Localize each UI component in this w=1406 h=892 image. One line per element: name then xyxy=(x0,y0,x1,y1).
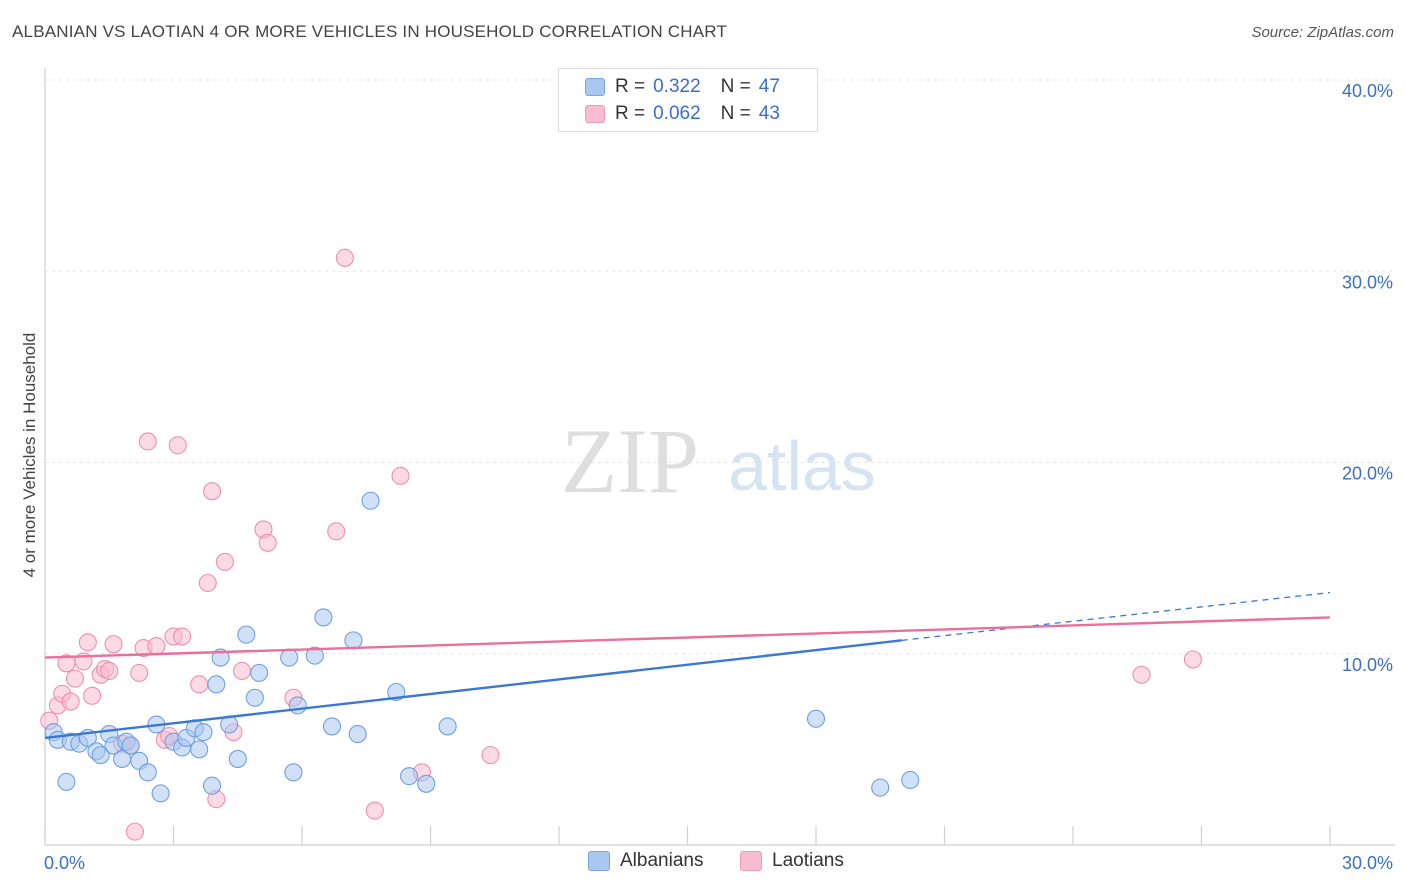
laotians-trend-line xyxy=(44,616,1331,659)
laotians-point xyxy=(78,633,97,652)
laotians-point xyxy=(391,466,410,485)
albanians-point xyxy=(305,646,324,665)
watermark: ZIP atlas xyxy=(561,410,876,512)
legend-row-laotians: R = 0.062 N = 43 xyxy=(585,101,780,127)
legend-swatch-laotians xyxy=(585,105,605,123)
laotians-point xyxy=(173,627,192,646)
albanians-trend-line xyxy=(44,639,902,740)
laotians-point xyxy=(203,482,222,501)
albanians-point xyxy=(121,736,140,755)
laotians-point xyxy=(481,746,500,765)
legend-r-value: 0.322 xyxy=(653,76,701,97)
laotians-point xyxy=(232,661,252,681)
albanians-point xyxy=(348,725,367,744)
legend-n-value: 43 xyxy=(758,103,780,124)
legend-n-label: N = xyxy=(720,76,751,97)
laotians-point xyxy=(61,692,80,711)
albanians-point xyxy=(344,631,363,650)
legend-swatch-albanians xyxy=(585,78,605,96)
legend-row-albanians: R = 0.322 N = 47 xyxy=(585,74,780,100)
laotians-point xyxy=(168,436,187,455)
legend-n-label: N = xyxy=(720,103,751,124)
albanians-point xyxy=(245,688,264,707)
axes xyxy=(44,68,1395,846)
source-label: Source: ZipAtlas.com xyxy=(1251,24,1394,41)
y-tick-label: 30.0% xyxy=(1342,272,1393,292)
albanians-point xyxy=(91,746,110,765)
x-tick-label: 30.0% xyxy=(1342,853,1393,873)
albanians-point xyxy=(400,767,419,786)
bottom-legend-swatch-laotians xyxy=(740,851,762,871)
x-tick-label: 0.0% xyxy=(44,853,85,873)
albanians-trend-extension xyxy=(901,591,1331,642)
legend-n-value: 47 xyxy=(758,76,780,97)
laotians-point xyxy=(125,822,144,841)
albanians-point xyxy=(203,776,222,795)
laotians-point xyxy=(198,573,217,593)
albanians-point xyxy=(237,625,256,644)
laotians-point xyxy=(100,661,119,681)
laotians-point xyxy=(1183,650,1202,669)
chart-title: ALBANIAN VS LAOTIAN 4 OR MORE VEHICLES I… xyxy=(12,22,728,41)
albanians-point xyxy=(280,648,299,667)
tick-labels: 10.0% 20.0% 30.0% 40.0% 0.0% 30.0% xyxy=(44,81,1393,873)
albanians-point xyxy=(151,784,170,803)
albanians-point xyxy=(288,696,307,715)
albanians-point xyxy=(806,709,826,728)
albanians-point xyxy=(417,774,436,793)
bottom-legend-swatch-albanians xyxy=(588,851,610,871)
legend-r-value: 0.062 xyxy=(653,103,701,124)
albanians-point xyxy=(901,770,920,790)
legend-r-label: R = xyxy=(615,103,646,124)
y-tick-label: 40.0% xyxy=(1342,81,1393,101)
albanians-point xyxy=(871,778,890,797)
laotians-point xyxy=(83,686,102,705)
albanians-point xyxy=(138,763,157,782)
albanians-point xyxy=(438,717,457,736)
albanians-point xyxy=(322,717,342,736)
trend-lines xyxy=(44,591,1331,740)
y-tick-label: 10.0% xyxy=(1342,655,1393,675)
albanians-point xyxy=(194,723,213,742)
laotians-point xyxy=(138,432,157,451)
bottom-legend-laotians: Laotians xyxy=(740,850,844,872)
legend-r-label: R = xyxy=(615,76,646,97)
laotians-point xyxy=(327,522,346,541)
watermark-zip: ZIP xyxy=(561,410,699,512)
laotians-point xyxy=(365,801,384,820)
bottom-legend-label-albanians: Albanians xyxy=(620,850,704,871)
gridlines xyxy=(45,79,1395,655)
albanians-point xyxy=(190,740,209,759)
albanians-point xyxy=(207,675,226,694)
laotians-point xyxy=(130,663,149,682)
albanians-point xyxy=(57,772,76,791)
laotians-point xyxy=(258,533,277,552)
laotians-point xyxy=(215,552,234,572)
data-points xyxy=(40,248,1202,841)
bottom-legend-label-laotians: Laotians xyxy=(772,850,844,871)
laotians-point xyxy=(65,669,85,688)
y-tick-label: 20.0% xyxy=(1342,464,1393,484)
laotians-point xyxy=(1132,665,1151,684)
albanians-point xyxy=(314,608,333,627)
albanians-point xyxy=(361,491,380,510)
laotians-point xyxy=(190,675,209,694)
bottom-legend-albanians: Albanians xyxy=(588,850,703,872)
laotians-point xyxy=(104,635,123,654)
albanians-point xyxy=(228,749,247,768)
albanians-point xyxy=(250,663,269,682)
laotians-point xyxy=(335,248,354,267)
albanians-point xyxy=(284,763,303,782)
laotians-point xyxy=(147,637,166,656)
watermark-atlas: atlas xyxy=(728,427,876,505)
correlation-legend: R = 0.322 N = 47 R = 0.062 N = 43 xyxy=(558,68,818,132)
